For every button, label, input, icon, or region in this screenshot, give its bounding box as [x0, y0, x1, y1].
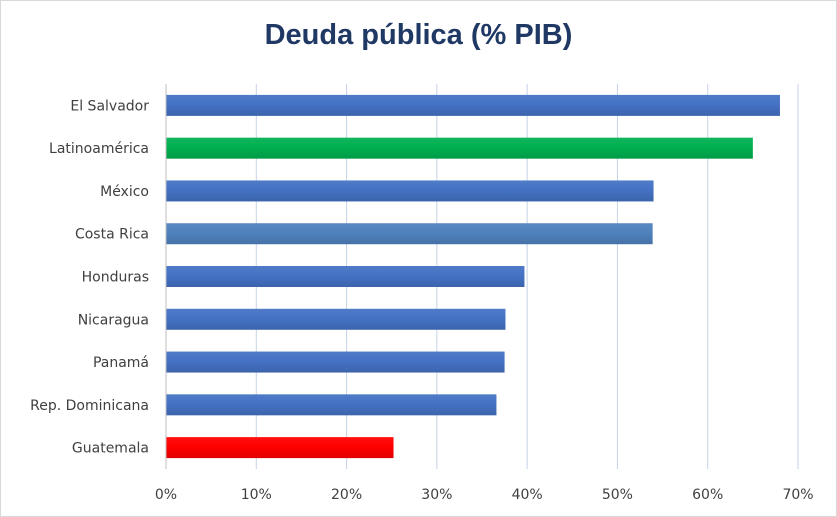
- category-label: Rep. Dominicana: [30, 398, 149, 414]
- category-label: Panamá: [93, 355, 149, 371]
- x-tick-label: 20%: [331, 487, 362, 503]
- x-tick-label: 30%: [421, 487, 452, 503]
- category-label: El Salvador: [70, 98, 149, 114]
- bar-honduras: [166, 266, 525, 287]
- category-label: Latinoamérica: [49, 141, 149, 157]
- bar-guatemala: [166, 437, 394, 459]
- bar-nicaragua: [166, 308, 506, 330]
- bar-costa-rica: [166, 223, 653, 245]
- category-label: Nicaragua: [78, 312, 149, 328]
- chart-title: Deuda pública (% PIB): [264, 19, 573, 51]
- x-tick-label: 10%: [241, 487, 272, 503]
- bar-el-salvador: [166, 94, 780, 116]
- bar-panam-: [166, 351, 505, 373]
- bar-rep-dominicana: [166, 394, 497, 416]
- x-tick-label: 0%: [155, 487, 177, 503]
- bar-m-xico: [166, 180, 654, 202]
- category-label: Honduras: [82, 270, 149, 286]
- category-label: Guatemala: [72, 441, 149, 457]
- x-tick-label: 70%: [782, 487, 813, 503]
- bar-latinoam-rica: [166, 137, 753, 159]
- category-label: Costa Rica: [75, 227, 149, 243]
- x-tick-label: 40%: [512, 487, 543, 503]
- x-tick-label: 60%: [692, 487, 723, 503]
- x-tick-label: 50%: [602, 487, 633, 503]
- category-label: México: [100, 184, 149, 200]
